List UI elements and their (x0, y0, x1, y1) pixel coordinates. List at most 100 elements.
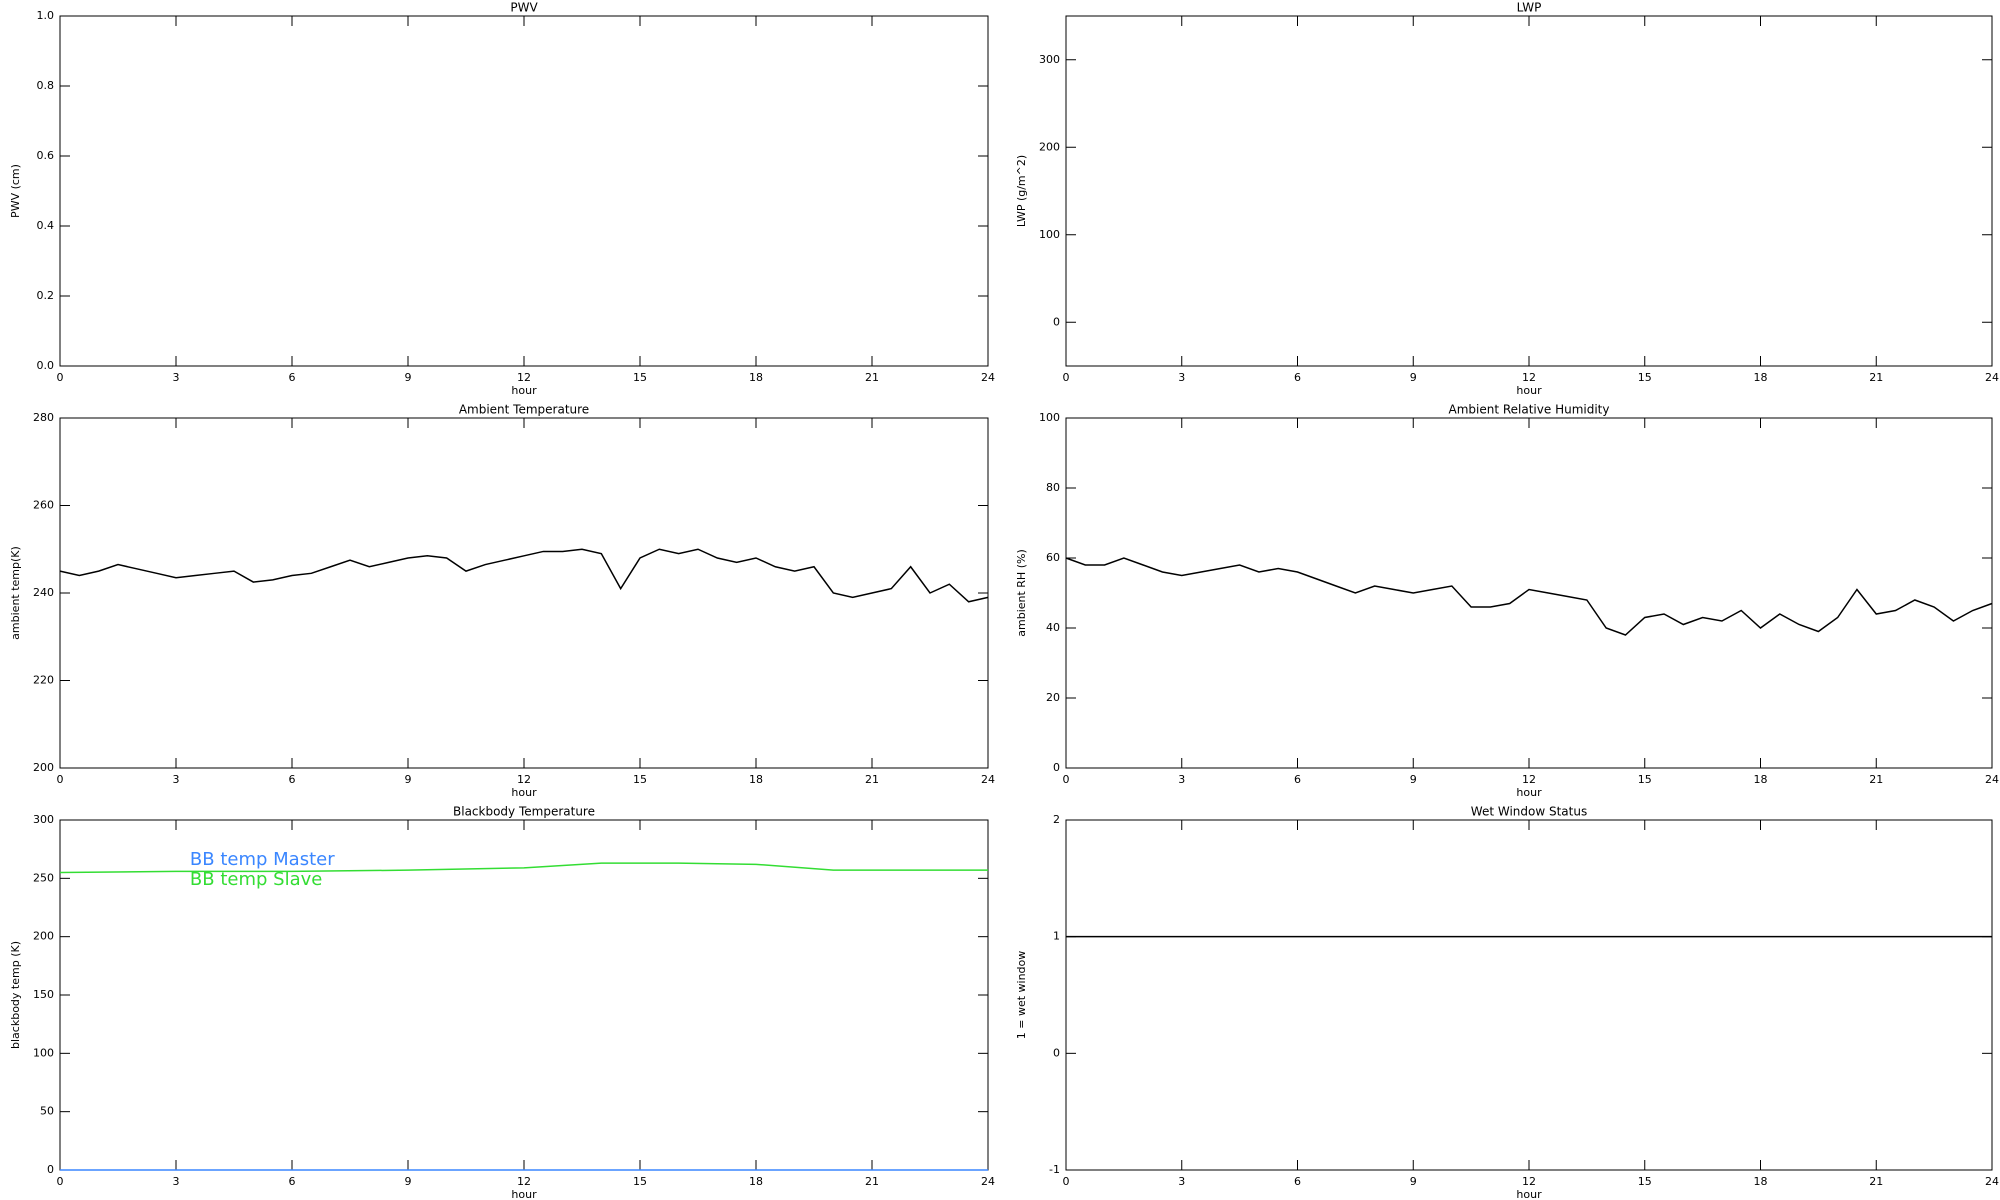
x-tick-label: 18 (1754, 371, 1768, 384)
y-tick-label: 280 (33, 411, 54, 424)
plot-frame (1065, 819, 1993, 1171)
x-tick-label: 12 (517, 1175, 531, 1188)
x-axis-label: hour (511, 786, 537, 799)
x-tick-label: 18 (749, 773, 763, 786)
x-axis-label: hour (1516, 1188, 1542, 1200)
x-tick-label: 15 (633, 1175, 647, 1188)
x-tick-label: 21 (1869, 773, 1883, 786)
x-tick-label: 15 (1638, 371, 1652, 384)
x-tick-label: 15 (633, 773, 647, 786)
plot-frame (1065, 15, 1993, 367)
x-tick-label: 21 (865, 773, 879, 786)
y-tick-label: 0.6 (37, 149, 55, 162)
y-tick-label: 100 (33, 1046, 54, 1059)
x-tick-label: 9 (1410, 1175, 1417, 1188)
x-tick-label: 18 (749, 371, 763, 384)
x-tick-label: 24 (1985, 371, 1999, 384)
y-tick-label: 0.4 (37, 219, 55, 232)
y-tick-label: 200 (33, 761, 54, 774)
panel: LWP hour LWP (g/m^2) 0 3 6 9 12 15 18 21 24 0 100 200 3… (1015, 1, 1999, 398)
x-tick-label: 12 (1522, 773, 1536, 786)
panel: Ambient Relative Humidity hour ambient RH … (1015, 403, 1999, 800)
x-tick-label: 18 (1754, 773, 1768, 786)
y-tick-label: 0.8 (37, 79, 55, 92)
x-tick-label: 6 (1294, 371, 1301, 384)
y-tick-label: 80 (1046, 481, 1060, 494)
data-line (59, 548, 989, 603)
x-tick-label: 3 (173, 773, 180, 786)
x-tick-label: 6 (1294, 773, 1301, 786)
y-tick-label: 50 (40, 1105, 54, 1118)
x-tick-label: 9 (1410, 773, 1417, 786)
x-tick-label: 3 (1178, 371, 1185, 384)
y-tick-label: 100 (1039, 228, 1060, 241)
x-tick-label: 6 (289, 773, 296, 786)
x-tick-label: 24 (981, 1175, 995, 1188)
legend-entry: BB temp Master (190, 849, 335, 870)
x-tick-label: 15 (633, 371, 647, 384)
y-tick-label: 220 (33, 674, 54, 687)
y-tick-label: 60 (1046, 551, 1060, 564)
x-tick-label: 0 (57, 773, 64, 786)
x-tick-label: 0 (57, 371, 64, 384)
x-tick-label: 21 (865, 371, 879, 384)
y-axis-label: ambient RH (%) (1015, 549, 1028, 637)
x-tick-label: 12 (517, 773, 531, 786)
y-tick-label: -1 (1049, 1163, 1060, 1176)
x-tick-label: 24 (1985, 773, 1999, 786)
data-line (1065, 557, 1993, 636)
x-axis-label: hour (511, 1188, 537, 1200)
y-tick-label: 200 (1039, 140, 1060, 153)
y-tick-label: 0.2 (37, 289, 55, 302)
x-tick-label: 15 (1638, 1175, 1652, 1188)
y-axis-label: LWP (g/m^2) (1015, 155, 1028, 227)
x-tick-label: 3 (173, 371, 180, 384)
x-tick-label: 12 (1522, 371, 1536, 384)
plot-frame (59, 15, 989, 367)
x-tick-label: 0 (57, 1175, 64, 1188)
x-axis-label: hour (1516, 384, 1542, 397)
x-tick-label: 24 (981, 371, 995, 384)
x-tick-label: 15 (1638, 773, 1652, 786)
x-tick-label: 6 (289, 371, 296, 384)
y-tick-label: 0 (1053, 315, 1060, 328)
x-tick-label: 9 (405, 1175, 412, 1188)
y-tick-label: 260 (33, 499, 54, 512)
panel-title: Blackbody Temperature (453, 805, 595, 819)
panel-title: Ambient Relative Humidity (1449, 403, 1610, 417)
x-tick-label: 3 (1178, 773, 1185, 786)
panel-title: Ambient Temperature (459, 403, 589, 417)
x-tick-label: 12 (517, 371, 531, 384)
data-line (59, 862, 988, 874)
x-tick-label: 9 (1410, 371, 1417, 384)
y-tick-label: 0 (1053, 1046, 1060, 1059)
y-tick-label: 0 (47, 1163, 54, 1176)
y-tick-label: 300 (1039, 53, 1060, 66)
x-tick-label: 24 (981, 773, 995, 786)
y-tick-label: 20 (1046, 691, 1060, 704)
panel: Wet Window Status hour 1 = wet window 0 3 6 9 1… (1015, 805, 1999, 1200)
y-tick-label: 100 (1039, 411, 1060, 424)
x-tick-label: 18 (1754, 1175, 1768, 1188)
x-tick-label: 6 (1294, 1175, 1301, 1188)
panel: PWV hour PWV (cm) 0 3 6 9 12 15 18 21 24 0.0 0.2 0.4 0.… (9, 1, 995, 398)
y-tick-label: 1 (1053, 930, 1060, 943)
y-tick-label: 300 (33, 813, 54, 826)
panel: Blackbody Temperature hour blackbody temp … (9, 805, 995, 1200)
plot-frame (1065, 417, 1993, 769)
x-tick-label: 0 (1063, 1175, 1070, 1188)
x-tick-label: 9 (405, 773, 412, 786)
y-axis-label: blackbody temp (K) (9, 941, 22, 1049)
x-tick-label: 0 (1063, 773, 1070, 786)
y-axis-label: 1 = wet window (1015, 951, 1028, 1040)
panel-title: PWV (510, 1, 538, 15)
legend-entry: BB temp Slave (190, 869, 322, 890)
y-axis-label: PWV (cm) (9, 164, 22, 218)
plot-frame (59, 417, 989, 769)
x-tick-label: 0 (1063, 371, 1070, 384)
x-tick-label: 3 (173, 1175, 180, 1188)
panel-title: LWP (1517, 1, 1542, 15)
x-tick-label: 21 (1869, 1175, 1883, 1188)
